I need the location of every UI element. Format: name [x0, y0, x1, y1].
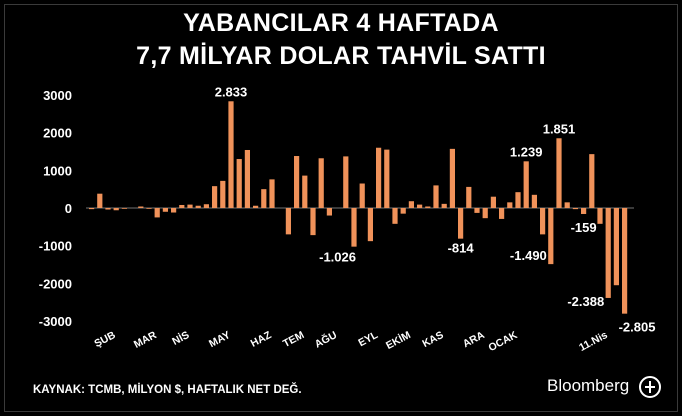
bar	[449, 148, 455, 208]
bar	[162, 208, 168, 212]
bar	[605, 208, 611, 298]
data-label: -1.026	[319, 250, 356, 265]
bar	[523, 161, 529, 208]
x-tick-label: OCAK	[486, 329, 519, 354]
data-label: -2.805	[619, 320, 656, 335]
bar	[384, 149, 390, 208]
y-tick-label: -3000	[39, 314, 72, 329]
bar	[236, 159, 242, 208]
bar	[367, 208, 373, 242]
bar	[294, 156, 300, 208]
data-label: 1.239	[510, 144, 543, 159]
data-label: -2.388	[567, 294, 604, 309]
y-tick-label: -1000	[39, 239, 72, 254]
bar	[458, 208, 464, 239]
bar	[400, 208, 406, 214]
chart-title-line2: 7,7 MİLYAR DOLAR TAHVİL SATTI	[136, 42, 546, 70]
x-tick-label: TEM	[281, 329, 306, 350]
bar	[622, 208, 628, 314]
bar	[89, 208, 95, 210]
bar	[310, 208, 316, 236]
bar	[564, 202, 570, 208]
bar	[597, 208, 603, 224]
bar	[556, 138, 562, 208]
chart-title-line1: YABANCILAR 4 HAFTADA	[183, 9, 499, 37]
bar	[613, 208, 619, 286]
x-tick-label: EKİM	[384, 328, 414, 352]
bar	[359, 183, 365, 208]
bar	[507, 202, 513, 208]
bar	[302, 175, 308, 208]
x-tick-label: KAS	[420, 329, 445, 350]
bar	[540, 208, 546, 235]
y-tick-label: 3000	[43, 88, 72, 103]
bar	[195, 205, 201, 208]
bar	[581, 208, 587, 214]
bar	[572, 208, 578, 210]
bar	[417, 204, 423, 208]
bar	[171, 208, 177, 213]
bar	[154, 208, 160, 218]
x-tick-label: EYL	[356, 329, 380, 349]
bar	[138, 206, 144, 208]
x-tick-label: HAZ	[249, 329, 274, 350]
y-tick-label: 1000	[43, 163, 72, 178]
bar	[376, 147, 382, 208]
bar	[351, 208, 357, 247]
bar	[490, 196, 496, 208]
data-label: -1.490	[510, 248, 547, 263]
bar	[515, 192, 521, 208]
bar	[113, 208, 119, 211]
bar	[187, 204, 193, 208]
source-note: KAYNAK: TCMB, MİLYON $, HAFTALIK NET DEĞ…	[33, 384, 302, 396]
x-tick-label: 11.Nis	[577, 329, 610, 354]
bar	[548, 208, 554, 265]
bloomberg-logo: Bloomberg	[547, 376, 630, 395]
x-tick-label: ŞUB	[92, 329, 118, 350]
bar	[203, 204, 209, 208]
bar	[179, 204, 185, 208]
data-label: -159	[571, 220, 597, 235]
y-tick-label: -2000	[39, 276, 72, 291]
bar	[228, 101, 234, 208]
bar	[326, 208, 332, 216]
bar	[441, 203, 447, 208]
bar	[392, 208, 398, 224]
bar	[97, 193, 103, 208]
bar	[244, 149, 250, 208]
bar	[589, 154, 595, 208]
bar	[474, 208, 480, 213]
x-tick-label: NİS	[170, 328, 192, 348]
bar	[146, 208, 152, 209]
bar	[285, 208, 291, 235]
bar	[121, 208, 127, 209]
bar	[261, 189, 267, 208]
bar	[425, 206, 431, 208]
x-tick-label: MAR	[132, 329, 159, 351]
bar	[318, 158, 324, 208]
bar	[531, 194, 537, 208]
bar	[466, 186, 472, 208]
x-tick-label: ARA	[461, 329, 487, 350]
data-label: 1.851	[543, 121, 576, 136]
x-tick-label: AĞU	[312, 328, 339, 350]
y-tick-label: 0	[65, 201, 72, 216]
ht-circle-logo-icon	[639, 376, 661, 398]
bar	[220, 180, 226, 208]
bar	[269, 179, 275, 208]
x-tick-label: MAY	[207, 329, 232, 350]
bar	[343, 156, 349, 208]
bar	[105, 208, 111, 210]
bar	[253, 205, 259, 208]
y-tick-label: 2000	[43, 126, 72, 141]
bar	[212, 186, 218, 208]
data-label: 2.833	[215, 84, 248, 99]
data-label: -814	[448, 241, 475, 256]
bar	[408, 201, 414, 208]
bar	[433, 185, 439, 208]
bar	[482, 208, 488, 219]
bar	[499, 208, 505, 219]
